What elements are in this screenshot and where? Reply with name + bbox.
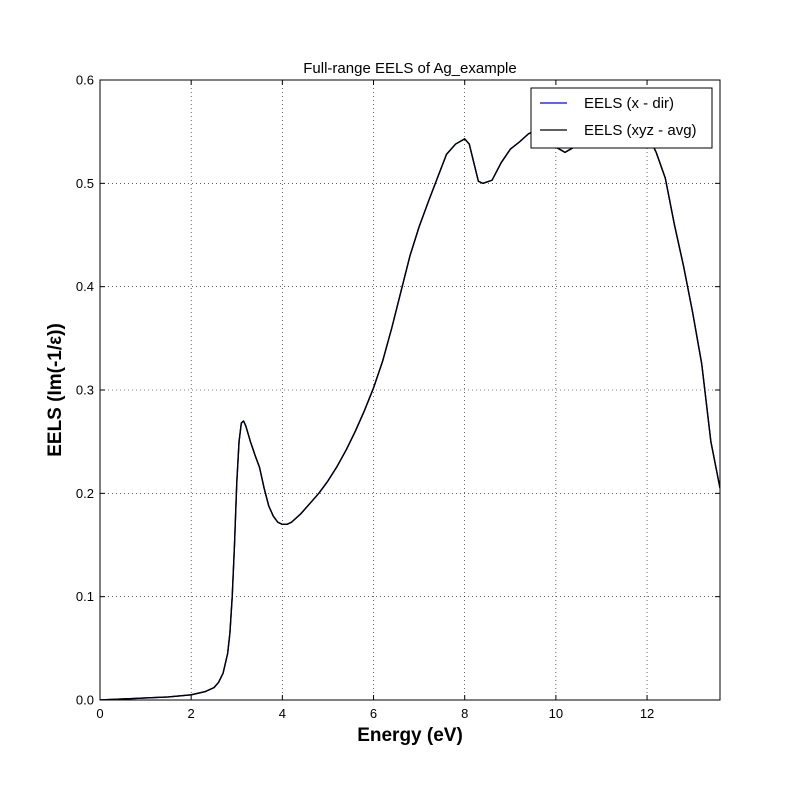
- y-tick-label: 0.3: [76, 383, 94, 398]
- chart-title: Full-range EELS of Ag_example: [303, 60, 516, 77]
- legend-box: [530, 87, 713, 149]
- y-tick-label: 0.2: [76, 486, 94, 501]
- x-tick-labels: 0 2 4 6 8 10 12: [96, 706, 654, 721]
- y-tick-label: 0.6: [76, 73, 94, 88]
- axis-ticks: [99, 79, 720, 701]
- x-tick-label: 8: [461, 706, 468, 721]
- legend: EELS (x - dir) EELS (xyz - avg): [530, 87, 713, 149]
- x-tick-label: 6: [370, 706, 377, 721]
- y-tick-label: 0.5: [76, 176, 94, 191]
- y-axis-label: EELS (Im(-1/ε)): [45, 323, 66, 457]
- x-tick-label: 0: [96, 706, 103, 721]
- x-tick-label: 4: [279, 706, 286, 721]
- x-tick-label: 10: [549, 706, 563, 721]
- grid-lines: [100, 80, 720, 700]
- y-tick-label: 0.4: [76, 279, 94, 294]
- y-tick-label: 0.0: [76, 693, 94, 708]
- legend-label-xyz-avg: EELS (xyz - avg): [584, 122, 697, 139]
- x-axis-label: Energy (eV): [357, 725, 463, 746]
- legend-label-x-dir: EELS (x - dir): [584, 95, 674, 112]
- y-tick-labels: 0.0 0.1 0.2 0.3 0.4 0.5 0.6: [76, 73, 94, 708]
- x-tick-label: 2: [188, 706, 195, 721]
- y-tick-label: 0.1: [76, 589, 94, 604]
- x-tick-label: 12: [640, 706, 654, 721]
